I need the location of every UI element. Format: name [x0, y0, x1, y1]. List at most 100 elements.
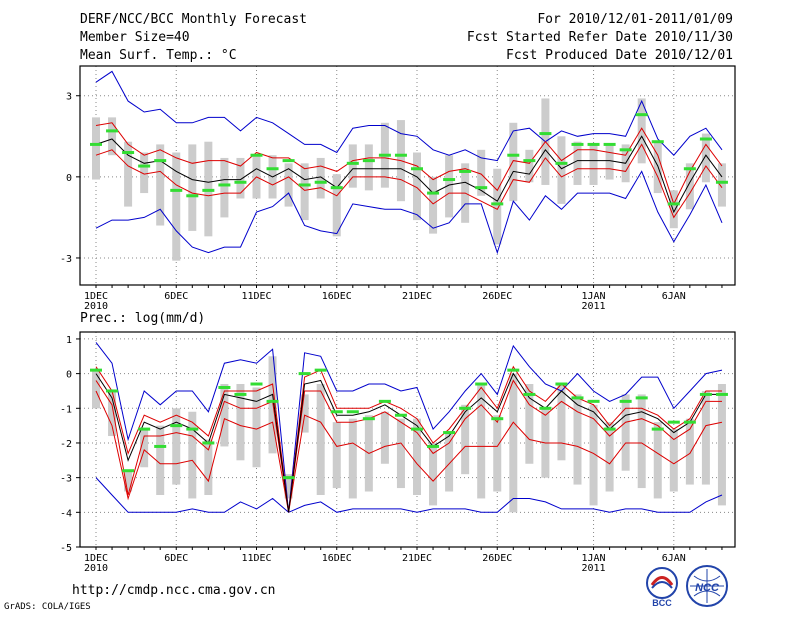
- ensemble-box: [557, 136, 566, 204]
- ensemble-box: [140, 429, 149, 468]
- observed-marker: [603, 427, 616, 431]
- ensemble-box: [589, 144, 598, 185]
- x-tick-label: 26DEC: [482, 553, 512, 564]
- observed-marker: [651, 140, 664, 144]
- observed-marker: [635, 396, 648, 400]
- ensemble-box: [573, 141, 582, 185]
- ensemble-box: [573, 394, 582, 485]
- ensemble-box: [477, 384, 486, 499]
- variable-label-temp: Mean Surf. Temp.: °C: [80, 48, 237, 63]
- grads-credit: GrADS: COLA/IGES: [4, 602, 91, 612]
- logos: BCC NCC: [646, 565, 728, 608]
- x-tick-label: 1JAN: [582, 291, 606, 302]
- variable-label-prec: Prec.: log(mm/d): [80, 311, 206, 326]
- ensemble-box: [300, 394, 309, 433]
- observed-marker: [138, 164, 151, 168]
- observed-marker: [106, 389, 119, 393]
- observed-marker: [266, 399, 279, 403]
- observed-marker: [330, 410, 343, 414]
- ncc-logo-text: NCC: [695, 582, 720, 594]
- observed-marker: [619, 148, 632, 152]
- y-tick-label: -3: [60, 474, 72, 485]
- ensemble-box: [701, 133, 710, 183]
- observed-marker: [154, 159, 167, 163]
- ensemble-box: [380, 411, 389, 464]
- observed-marker: [491, 202, 504, 206]
- observed-marker: [122, 469, 135, 473]
- source-url[interactable]: http://cmdp.ncc.cma.gov.cn: [72, 583, 276, 598]
- x-tick-label: 6DEC: [164, 291, 188, 302]
- x-tick-label: 16DEC: [322, 291, 352, 302]
- observed-marker: [699, 137, 712, 141]
- ensemble-box: [509, 373, 518, 513]
- observed-marker: [555, 161, 568, 165]
- forecast-period: For 2010/12/01-2011/01/09: [537, 12, 733, 27]
- observed-marker: [459, 406, 472, 410]
- ensemble-box: [493, 168, 502, 245]
- ensemble-box: [124, 141, 133, 207]
- ensemble-box: [92, 117, 100, 180]
- ensemble-box: [268, 356, 277, 454]
- observed-marker: [266, 167, 279, 171]
- forecast-produced-date: Fcst Produced Date 2010/12/01: [506, 48, 733, 63]
- observed-marker: [282, 476, 295, 480]
- observed-marker: [475, 186, 488, 190]
- ensemble-box: [300, 163, 309, 221]
- observed-marker: [122, 151, 135, 155]
- x-tick-label: 21DEC: [402, 291, 432, 302]
- ensemble-box: [413, 418, 421, 495]
- observed-marker: [218, 385, 231, 389]
- ensemble-box: [92, 370, 100, 409]
- ensemble-box: [220, 157, 229, 218]
- plot-frame: [79, 65, 736, 286]
- observed-marker: [202, 441, 215, 445]
- x-tick-sublabel: 2010: [84, 563, 108, 574]
- observed-marker: [539, 406, 552, 410]
- x-tick-label: 1JAN: [582, 553, 606, 564]
- ensemble-box: [621, 394, 630, 471]
- ensemble-box: [220, 384, 229, 447]
- x-tick-label: 1DEC: [84, 291, 108, 302]
- ensemble-box: [188, 144, 197, 231]
- ensemble-box: [348, 418, 357, 499]
- observed-marker: [234, 392, 247, 396]
- ensemble-box: [236, 157, 245, 199]
- series-max-line: [95, 342, 723, 513]
- ensemble-box: [188, 411, 197, 499]
- y-tick-label: 3: [66, 92, 72, 103]
- observed-marker: [186, 427, 199, 431]
- observed-marker: [571, 142, 584, 146]
- ensemble-box: [685, 163, 694, 210]
- ensemble-box: [605, 422, 614, 492]
- observed-marker: [170, 188, 183, 192]
- x-tick-sublabel: 2011: [582, 301, 606, 312]
- observed-marker: [427, 191, 440, 195]
- ensemble-box: [429, 442, 438, 506]
- plot-frame: [79, 331, 736, 548]
- series-min-line: [95, 477, 723, 513]
- ensemble-box: [669, 429, 678, 492]
- series-lower-line: [95, 143, 723, 219]
- ensemble-box: [461, 404, 470, 475]
- ensemble-box: [701, 390, 710, 485]
- observed-marker: [170, 424, 183, 428]
- observed-marker: [427, 444, 440, 448]
- observed-marker: [250, 382, 263, 386]
- ensemble-box: [108, 390, 117, 437]
- observed-marker: [186, 194, 199, 198]
- observed-marker: [202, 188, 215, 192]
- observed-marker: [459, 169, 472, 173]
- observed-marker: [651, 427, 664, 431]
- x-tick-label: 6JAN: [662, 553, 686, 564]
- observed-marker: [667, 202, 680, 206]
- x-tick-label: 11DEC: [241, 291, 271, 302]
- observed-marker: [106, 129, 119, 133]
- ensemble-box: [653, 141, 662, 194]
- x-tick-label: 6DEC: [164, 553, 188, 564]
- ensemble-box: [332, 174, 341, 237]
- series-upper-line: [95, 122, 723, 206]
- ensemble-box: [252, 387, 261, 468]
- observed-marker: [314, 368, 327, 372]
- ensemble-box: [108, 117, 117, 156]
- ensemble-box: [685, 418, 694, 485]
